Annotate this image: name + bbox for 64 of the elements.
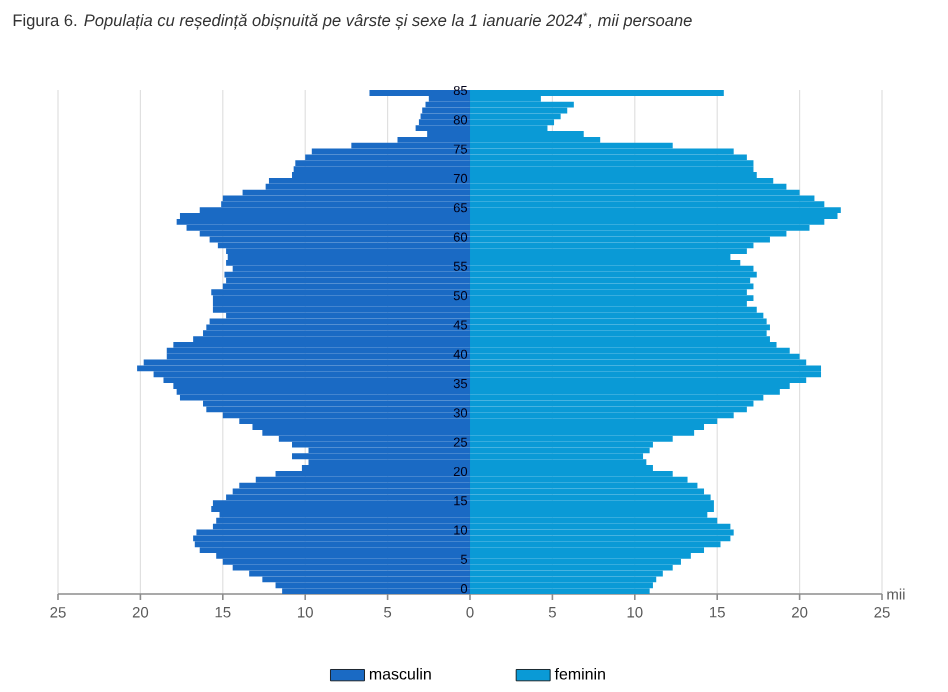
bar [470,336,770,343]
bar [470,453,644,460]
bar [295,160,471,167]
bar [219,511,471,518]
bar [470,154,747,161]
bar [470,582,653,589]
bar [470,324,770,331]
bar [176,218,471,225]
bar [212,500,471,507]
bar [470,500,714,507]
bar [226,248,471,255]
bar [239,482,471,489]
bar [470,289,747,296]
bar [193,535,471,542]
bar [212,306,471,313]
bar [470,160,754,167]
bar [470,588,650,595]
bar [224,271,471,278]
bar [137,365,471,372]
bar [206,324,471,331]
bar [470,119,555,126]
bar [418,119,471,126]
bar [415,125,471,132]
bar [470,330,767,337]
bar [470,166,754,173]
bar [232,265,471,272]
bar [470,295,754,301]
bar [470,576,657,583]
bar [470,535,731,542]
bar [470,371,822,378]
bar [216,517,471,524]
bar [173,342,471,348]
bar [470,459,647,466]
bar [470,494,711,501]
bar [176,388,471,395]
bar [470,207,841,214]
bar [470,353,800,360]
bar [179,394,471,401]
bar [217,242,471,249]
bar [470,306,757,313]
bar [470,482,698,489]
bar [293,166,471,173]
chart-title: Figura 6. Populația cu reședință obișnuită pe vârste și sexe la 1 ianuarie 2024$^{*}$, mii persoane [13,12,692,30]
bar [268,177,471,184]
bar [470,406,747,413]
bar [470,90,724,96]
bar [470,564,673,571]
bar [470,113,561,120]
bar [222,558,471,565]
bar [194,541,471,548]
bar [212,300,471,307]
bar [470,523,731,530]
bar [470,271,757,278]
bar [470,283,754,290]
bar [470,101,574,108]
bar [292,453,471,460]
bar [425,101,471,108]
bar [199,547,471,553]
bar [470,312,764,319]
bar [470,365,822,372]
bar [282,588,471,595]
bar [212,295,471,301]
bar [470,248,747,255]
bar [470,265,754,272]
